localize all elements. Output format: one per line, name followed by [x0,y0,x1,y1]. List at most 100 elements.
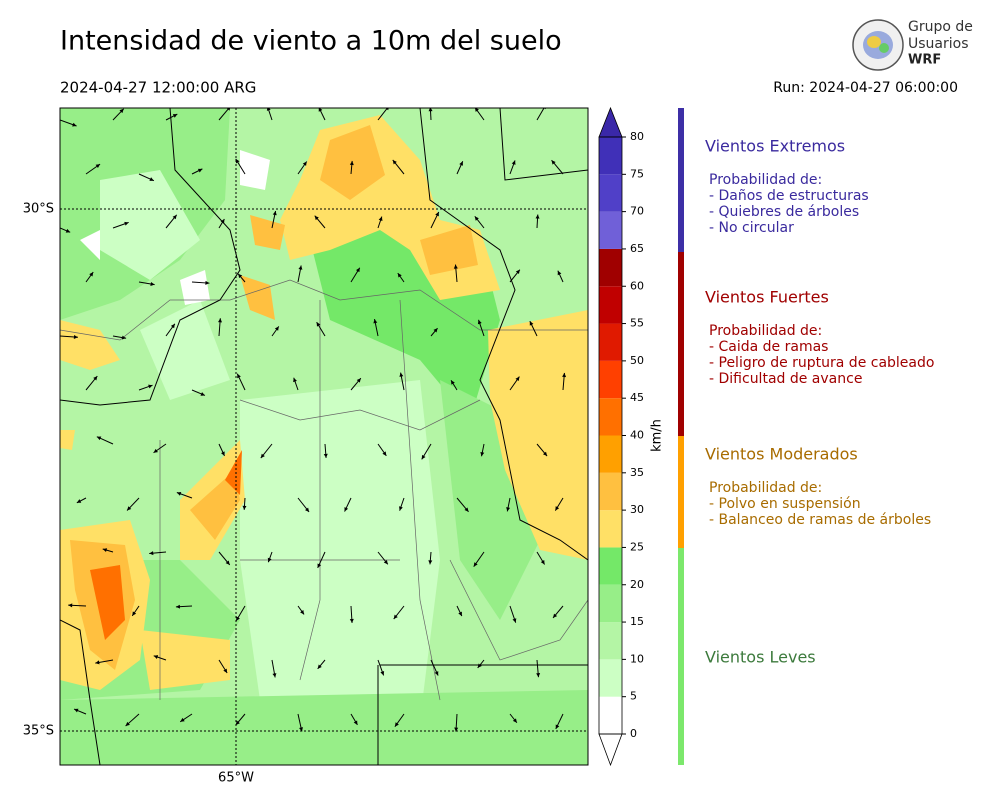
colorbar-tick-label: 40 [630,429,644,442]
wind-arrow-head [180,717,185,722]
lat-label: 30°S [23,202,54,217]
wind-arrow-head [555,506,560,511]
legend-item: - No circular [709,220,794,236]
wind-arrow-head [385,108,389,111]
wind-arrow-head [540,560,545,565]
wind-arrow-head [464,507,469,512]
legend-item: - Balanceo de ramas de árboles [709,512,931,528]
legend-item: - Peligro de ruptura de cableado [709,355,934,371]
wind-arrow-head [428,560,433,565]
wind-arrow-head [399,372,404,377]
wind-arrow-head [316,322,321,327]
logo: Grupo de Usuarios WRF [852,19,973,71]
colorbar-tick-label: 20 [630,578,644,591]
colorbar: 0 5 10 15 20 25 30 35 40 45 50 55 60 65 70 75 80 km/h [598,106,665,767]
wind-arrow-head [512,718,517,723]
map-field [60,320,120,450]
wind-arrow-head [95,660,100,665]
wind-arrow [60,552,61,553]
wind-arrow-head [529,321,534,326]
border [449,559,588,661]
colorbar-bin [599,323,622,361]
wind-arrow-head [175,604,181,609]
colorbar-bin [599,547,622,585]
border [159,299,441,701]
wind-arrow-head [435,211,439,217]
wind-arrow-head [459,161,463,166]
wind-arrow-head [266,108,271,111]
wind-arrow-head [132,611,137,616]
wind-arrow-head [274,326,279,331]
colorbar-bin [599,248,622,287]
border [499,108,588,181]
graticule [60,108,588,765]
wind-arrow-head [453,264,458,269]
legend-subtitle: Probabilidad de: [709,323,822,339]
map-frame [59,107,589,766]
colorbar-tick-label: 45 [630,391,644,404]
wind-arrow-head [121,335,127,340]
wind-arrow-head [317,664,322,669]
wind-arrow-head [511,160,516,165]
wind-arrow-head [93,376,98,381]
wind-arrow-head [394,722,399,727]
wind-arrow-head [95,164,101,169]
colorbar-tick-label: 75 [630,167,644,180]
wind-arrow-head [102,548,108,553]
wind-arrow-head [299,727,303,732]
wind-arrow-head [242,505,247,510]
map-field [488,310,588,560]
wind-arrow-head [272,210,277,216]
wind-arrow-head [293,377,297,383]
colorbar-label: km/h [650,419,665,452]
wind-arrow-head [302,161,307,166]
wind-arrow-head [300,610,305,615]
wind-arrow-head [153,655,159,659]
wind-arrow-head [458,611,462,617]
colorbar-tick-label: 50 [630,354,644,367]
wind-arrow-head [474,216,479,221]
wind-arrow-head [392,159,397,165]
wind-arrow-head [433,328,438,333]
wind-arrow-head [236,616,240,621]
legend-bar [678,436,684,548]
legend-subtitle: Probabilidad de: [709,480,822,496]
wind-arrow-head [473,562,478,567]
colorbar-tick-label: 55 [630,317,644,330]
wind-arrow-head [172,214,177,220]
colorbar-tick-label: 35 [630,466,644,479]
wind-arrow [60,444,61,445]
wind-arrow-head [515,269,520,275]
wind-arrow-head [477,319,482,325]
wind-arrow-head [397,273,402,278]
map-field [70,275,275,670]
wind-arrow-head [557,270,562,276]
colorbar-tick-label: 30 [630,503,644,516]
colorbar-under [598,733,623,767]
wind-arrow-head [235,158,240,164]
wind-arrow-head [124,221,129,226]
map-field [240,380,440,720]
wind-arrow-head [314,215,319,221]
legend-bar [678,252,684,436]
wind-arrow-head [428,108,433,112]
logo-globe [879,43,889,53]
wind-arrow-head [454,727,459,732]
wind-arrow-head [349,618,354,623]
wind-arrow-head [235,720,240,725]
legend-title: Vientos Extremos [705,137,845,156]
map-field [90,450,242,640]
colorbar-bin [599,584,622,623]
wind-arrow-head [451,380,455,385]
wind-arrow-head [515,376,520,381]
wind-arrow-head [393,614,398,620]
logo-text: Usuarios [908,36,969,52]
wind-arrow-head [172,114,178,118]
wind-arrow-head [149,551,154,556]
title: Intensidad de viento a 10m del suelo [60,26,562,57]
colorbar-bin [599,211,622,249]
wind-arrow-head [355,267,360,273]
wind-arrow-head [434,671,439,676]
wind-arrow-head [305,507,310,512]
